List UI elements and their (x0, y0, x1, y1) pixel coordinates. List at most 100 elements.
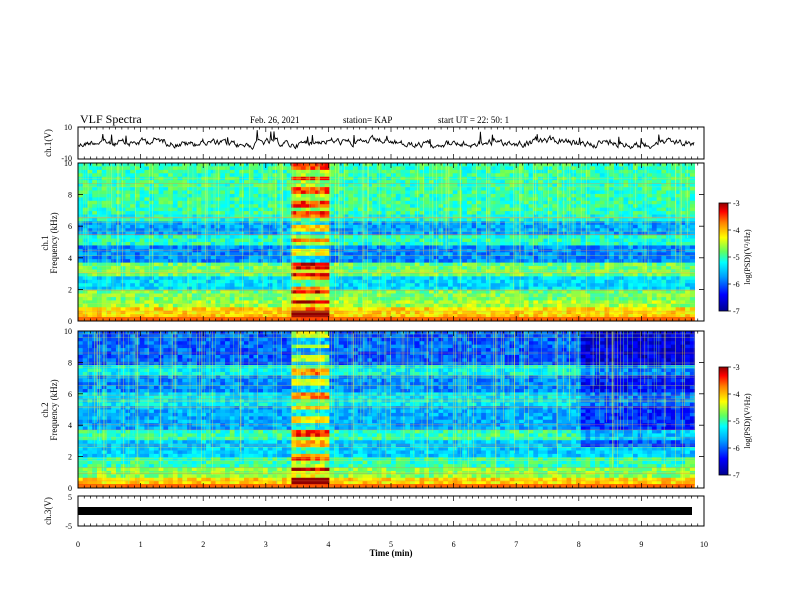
spectrogram-cell (201, 293, 207, 298)
spectrogram-cell (258, 279, 264, 284)
spectrogram-cell (78, 259, 84, 263)
spectrogram-cell (244, 228, 250, 233)
spectrogram-cell (149, 286, 155, 291)
spectrogram-cell (196, 169, 202, 174)
spectrogram-cell (253, 193, 259, 198)
spectrogram-cell (329, 224, 335, 229)
spectrogram-cell (244, 279, 250, 284)
spectrogram-cell (315, 290, 321, 294)
spectrogram-cell (258, 290, 264, 294)
spectrogram-cell (272, 293, 278, 298)
spectrogram-cell (585, 221, 591, 226)
spectrogram-cell (557, 255, 563, 260)
spectrogram-cell (215, 255, 221, 260)
spectrogram-cell (101, 245, 107, 250)
spectrogram-cell (552, 173, 558, 178)
spectrogram-cell (120, 279, 126, 284)
spectrogram-cell (561, 296, 567, 301)
spectrogram-cell (130, 269, 136, 274)
spectrogram-cell (372, 307, 378, 312)
spectrogram-cell (172, 214, 178, 219)
spectrogram-cell (168, 296, 174, 301)
spectrogram-cell (485, 283, 492, 288)
spectrogram-cell (571, 217, 577, 222)
spectrogram-cell (334, 214, 340, 219)
spectrogram-cell (338, 300, 345, 305)
spectrogram-cell (319, 224, 326, 229)
spectrogram-cell (324, 190, 330, 195)
spectrogram-cell (210, 303, 216, 308)
spectrogram-cell (172, 255, 178, 260)
spectrogram-cell (523, 163, 529, 167)
spectrogram-cell (310, 310, 316, 315)
spectrogram-cell (158, 211, 164, 215)
spectrogram-cell (106, 272, 112, 277)
spectrogram-cell (571, 290, 577, 294)
spectrogram-cell (405, 228, 411, 233)
spectrogram-cell (187, 262, 193, 267)
spectrogram-cell (253, 211, 259, 215)
spectrogram-cell (490, 279, 496, 284)
spectrogram-cell (528, 163, 534, 167)
spectrogram-cell (296, 255, 302, 260)
spectrogram-cell (130, 286, 136, 291)
spectrogram-cell (258, 224, 264, 229)
spectrogram-cell (580, 279, 586, 284)
spectrogram-cell (130, 204, 136, 209)
spectrogram-cell (229, 293, 235, 298)
spectrogram-cell (481, 296, 487, 301)
spectrogram-cell (130, 276, 136, 281)
spectrogram-cell (542, 166, 548, 171)
spectrogram-cell (106, 235, 112, 239)
spectrogram-cell (490, 197, 496, 202)
spectrogram-cell (391, 310, 397, 315)
spectrogram-cell (239, 259, 245, 263)
spectrogram-cell (272, 279, 278, 284)
spectrogram-cell (386, 286, 392, 291)
spectrogram-cell (201, 221, 207, 226)
spectrogram-cell (428, 276, 435, 281)
spectrogram-cell (343, 217, 349, 222)
spectrogram-cell (253, 217, 259, 222)
spectrogram-cell (96, 262, 103, 267)
spectrogram-cell (149, 296, 155, 301)
spectrogram-cell (381, 180, 387, 184)
spectrogram-cell (291, 303, 297, 308)
spectrogram-cell (258, 187, 264, 191)
spectrogram-cell (533, 300, 539, 305)
spectrogram-cell (495, 269, 501, 274)
spectrogram-cell (206, 193, 212, 198)
spectrogram-cell (324, 307, 330, 312)
spectrogram-cell (244, 272, 250, 277)
spectrogram-cell (471, 197, 477, 202)
spectrogram-cell (196, 190, 202, 195)
spectrogram-cell (576, 303, 582, 308)
spectrogram-cell (87, 204, 93, 209)
spectrogram-cell (362, 307, 368, 312)
spectrogram-cell (177, 242, 183, 246)
spectrogram-cell (277, 221, 283, 226)
spectrogram-cell (533, 286, 539, 291)
spectrogram-cell (343, 296, 349, 301)
spectrogram-cell (334, 190, 340, 195)
spectrogram-cell (547, 276, 553, 281)
spectrogram-cell (163, 238, 169, 243)
spectrogram-cell (452, 272, 458, 277)
spectrogram-cell (528, 307, 534, 312)
spectrogram-cell (528, 242, 534, 246)
spectrogram-cell (87, 293, 93, 298)
spectrogram-cell (391, 279, 397, 284)
spectrogram-cell (286, 269, 292, 274)
spectrogram-cell (111, 300, 117, 305)
spectrogram-cell (319, 272, 326, 277)
spectrogram-cell (305, 217, 311, 222)
spectrogram-cell (542, 204, 548, 209)
spectrogram-cell (96, 231, 103, 236)
spectrogram-cell (386, 276, 392, 281)
spectrogram-cell (348, 224, 354, 229)
spectrogram-cell (182, 307, 188, 312)
spectrogram-cell (262, 276, 269, 281)
spectrogram-cell (225, 180, 231, 184)
spectrogram-cell (481, 252, 487, 257)
spectrogram-cell (196, 200, 202, 205)
